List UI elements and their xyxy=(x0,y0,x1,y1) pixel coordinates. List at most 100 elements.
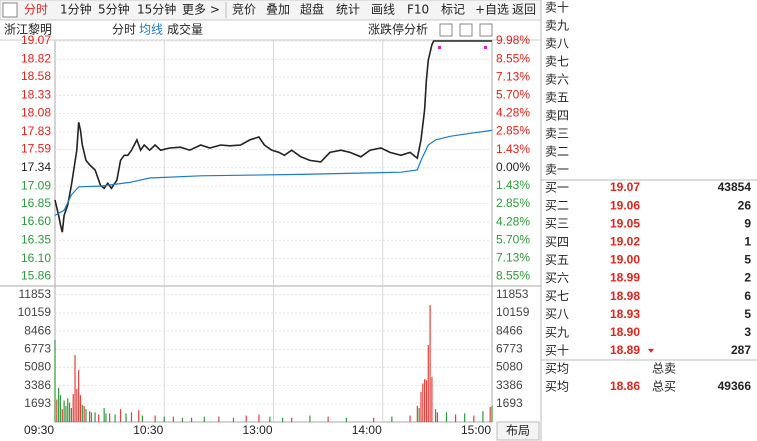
bid-price: 18.99 xyxy=(610,271,640,285)
toolbar-button[interactable]: 5分钟 xyxy=(98,2,130,17)
toolbar-button[interactable]: 分时 xyxy=(24,3,48,17)
limit-marker xyxy=(484,46,487,49)
y2-tick-label: 9.98% xyxy=(496,33,530,47)
toolbar-button[interactable]: 15分钟 xyxy=(137,2,176,17)
bid-label: 买四 xyxy=(545,235,569,249)
icon-button[interactable] xyxy=(459,23,473,37)
toolbar-button[interactable]: 1分钟 xyxy=(60,2,92,17)
layout-button[interactable] xyxy=(496,421,540,441)
volume-bar xyxy=(78,369,80,422)
volume-tick-label: 11853 xyxy=(19,287,52,301)
volume-bar xyxy=(81,404,83,422)
toolbar-button[interactable]: 返回 xyxy=(512,3,536,17)
volume-bar xyxy=(114,414,116,422)
volume-bar xyxy=(103,408,105,422)
y2-tick-label: 1.43% xyxy=(496,178,530,192)
volume-tick-label: 3386 xyxy=(24,378,51,392)
volume-bar xyxy=(489,406,491,422)
legend-volume[interactable]: 成交量 xyxy=(167,22,203,37)
toolbar-button[interactable]: 画线 xyxy=(371,3,395,17)
volume-bar xyxy=(70,408,72,422)
y-tick-label: 17.59 xyxy=(21,142,51,156)
volume-bar xyxy=(454,414,457,422)
volume-bar xyxy=(424,379,426,422)
volume-tick-label-right: 1693 xyxy=(496,396,523,410)
volume-bar xyxy=(90,412,93,422)
volume-bar xyxy=(232,417,235,422)
summary-label: 买均 xyxy=(545,362,569,376)
bid-label: 买一 xyxy=(545,181,569,195)
volume-bar xyxy=(94,412,96,422)
volume-bar xyxy=(373,417,375,422)
bid-label: 买三 xyxy=(545,217,569,231)
volume-tick-label-right: 5080 xyxy=(496,360,523,374)
layout-button-label[interactable]: 布局 xyxy=(506,424,530,438)
volume-bar xyxy=(125,413,127,422)
y-tick-label: 15.86 xyxy=(21,268,51,282)
volume-bar xyxy=(83,405,85,422)
volume-bar xyxy=(154,415,156,422)
ask-label: 卖十 xyxy=(545,1,569,15)
y2-tick-label: 5.70% xyxy=(496,232,530,246)
ask-label: 卖六 xyxy=(545,73,569,87)
ask-label: 卖四 xyxy=(545,109,569,123)
icon-button[interactable] xyxy=(479,23,493,37)
price-line xyxy=(54,129,493,216)
summary-label: 总买 xyxy=(652,380,676,394)
x-tick-label: 14:00 xyxy=(352,423,382,437)
summary-volume: 49366 xyxy=(718,379,752,393)
toolbar-button[interactable]: 更多 > xyxy=(182,3,220,17)
volume-bar xyxy=(119,409,122,422)
stock-name: 浙江黎明 xyxy=(4,23,52,37)
toolbar-button[interactable]: F10 xyxy=(407,3,429,17)
y2-tick-label: 4.28% xyxy=(496,214,530,228)
summary-label: 买均 xyxy=(545,380,569,394)
volume-bar xyxy=(181,417,184,422)
volume-bar xyxy=(109,413,111,422)
toolbar-button[interactable]: 叠加 xyxy=(266,3,290,17)
volume-bar xyxy=(88,411,91,422)
toolbar-button[interactable]: 统计 xyxy=(336,3,360,17)
y-tick-label: 18.33 xyxy=(21,87,51,101)
bid-volume: 43854 xyxy=(718,180,752,194)
change-arrow xyxy=(648,348,654,353)
volume-bar xyxy=(79,395,82,422)
y2-tick-label: 0.00% xyxy=(496,160,530,174)
volume-bar xyxy=(98,414,100,422)
volume-bar xyxy=(141,415,143,422)
volume-bar xyxy=(409,415,411,422)
volume-bar xyxy=(258,414,260,422)
panel-button[interactable]: 涨跌停分析 xyxy=(368,22,428,37)
volume-bar xyxy=(59,395,62,422)
legend-average[interactable]: 均线 xyxy=(139,23,163,37)
y2-tick-label: 8.55% xyxy=(496,269,530,283)
y2-tick-label: 7.13% xyxy=(496,69,530,83)
volume-bar xyxy=(345,417,347,422)
volume-bar xyxy=(291,417,293,422)
volume-bar xyxy=(391,416,393,422)
y2-tick-label: 7.13% xyxy=(496,250,530,264)
x-tick-label: 10:30 xyxy=(133,423,163,437)
bid-price: 19.02 xyxy=(610,234,640,248)
volume-bar xyxy=(105,413,107,422)
bid-volume: 5 xyxy=(744,253,751,267)
volume-bar xyxy=(431,376,433,422)
toolbar-icon[interactable] xyxy=(2,2,18,18)
y-tick-label: 18.58 xyxy=(21,69,51,83)
toolbar-button[interactable]: 标记 xyxy=(441,3,465,17)
icon-button[interactable] xyxy=(439,23,453,37)
bid-volume: 3 xyxy=(744,325,751,339)
volume-bar xyxy=(436,412,438,422)
legend-price[interactable]: 分时 xyxy=(112,23,136,37)
bid-label: 买七 xyxy=(545,289,569,303)
toolbar-button[interactable]: +自选 xyxy=(475,3,509,17)
volume-bar xyxy=(58,387,60,422)
volume-bar xyxy=(74,355,76,422)
volume-bar xyxy=(418,408,420,422)
toolbar-button[interactable]: 超盘 xyxy=(300,2,324,17)
toolbar-button[interactable]: 竞价 xyxy=(232,3,256,17)
volume-bar xyxy=(422,383,424,422)
volume-tick-label: 6773 xyxy=(24,341,51,355)
volume-tick-label: 10159 xyxy=(18,305,52,319)
volume-bar xyxy=(427,344,429,422)
